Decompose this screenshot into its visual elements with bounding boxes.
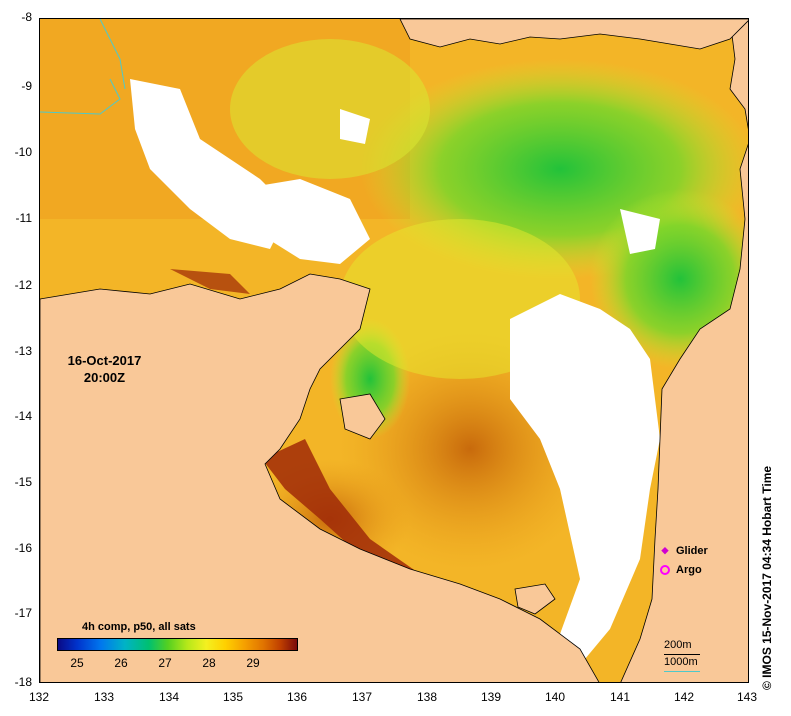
lat-label: -15 (14, 475, 32, 489)
lon-label: 133 (93, 690, 115, 704)
glider-icon: ◆ (661, 545, 669, 555)
lon-label: 137 (351, 690, 373, 704)
isobath-1000m (40, 78, 121, 115)
colorbar (57, 638, 298, 651)
lat-label: -18 (14, 675, 32, 689)
depth-1000-label: 1000m (664, 656, 698, 668)
credit-text: © IMOS 15-Nov-2017 04:34 Hobart Time (760, 465, 774, 690)
lon-label: 142 (673, 690, 695, 704)
lat-label: -8 (21, 10, 32, 24)
land (40, 19, 748, 682)
lat-label: -14 (14, 409, 32, 423)
time-text: 20:00Z (83, 370, 126, 385)
depth-200-line (664, 654, 700, 655)
glider-label: Glider (676, 544, 708, 557)
marker-legend: ◆ Glider Argo (660, 541, 708, 579)
lon-label: 134 (158, 690, 180, 704)
sst-map-canvas (40, 19, 748, 682)
colorbar-tick: 28 (202, 656, 216, 670)
cloud-mask (130, 79, 660, 659)
colorbar-tick: 25 (70, 656, 84, 670)
lat-label: -9 (21, 79, 32, 93)
lon-label: 136 (286, 690, 308, 704)
colorbar-title: 4h comp, p50, all sats (82, 621, 196, 633)
lat-label: -10 (14, 145, 32, 159)
lon-label: 143 (736, 690, 758, 704)
lon-label: 141 (609, 690, 631, 704)
lon-label: 139 (480, 690, 502, 704)
colorbar-tick: 26 (114, 656, 128, 670)
colorbar-tick: 29 (246, 656, 260, 670)
date-text: 16-Oct-2017 (67, 353, 142, 368)
lon-label: 132 (28, 690, 50, 704)
argo-legend-item: Argo (660, 560, 708, 579)
lat-label: -12 (14, 278, 32, 292)
lon-label: 140 (544, 690, 566, 704)
colorbar-tick: 27 (158, 656, 172, 670)
lon-label: 138 (416, 690, 438, 704)
depth-legend: 200m 1000m (664, 638, 700, 672)
lat-label: -11 (15, 211, 32, 225)
argo-label: Argo (676, 563, 702, 576)
date-time-label: 16-Oct-2017 20:00Z (57, 352, 152, 386)
depth-200-label: 200m (664, 639, 692, 651)
lat-label: -13 (14, 344, 32, 358)
glider-legend-item: ◆ Glider (660, 541, 708, 560)
lon-label: 135 (222, 690, 244, 704)
argo-icon (660, 564, 670, 575)
sst-map[interactable] (39, 18, 749, 683)
depth-1000-line (664, 671, 700, 672)
lat-label: -17 (14, 606, 32, 620)
lat-label: -16 (14, 541, 32, 555)
